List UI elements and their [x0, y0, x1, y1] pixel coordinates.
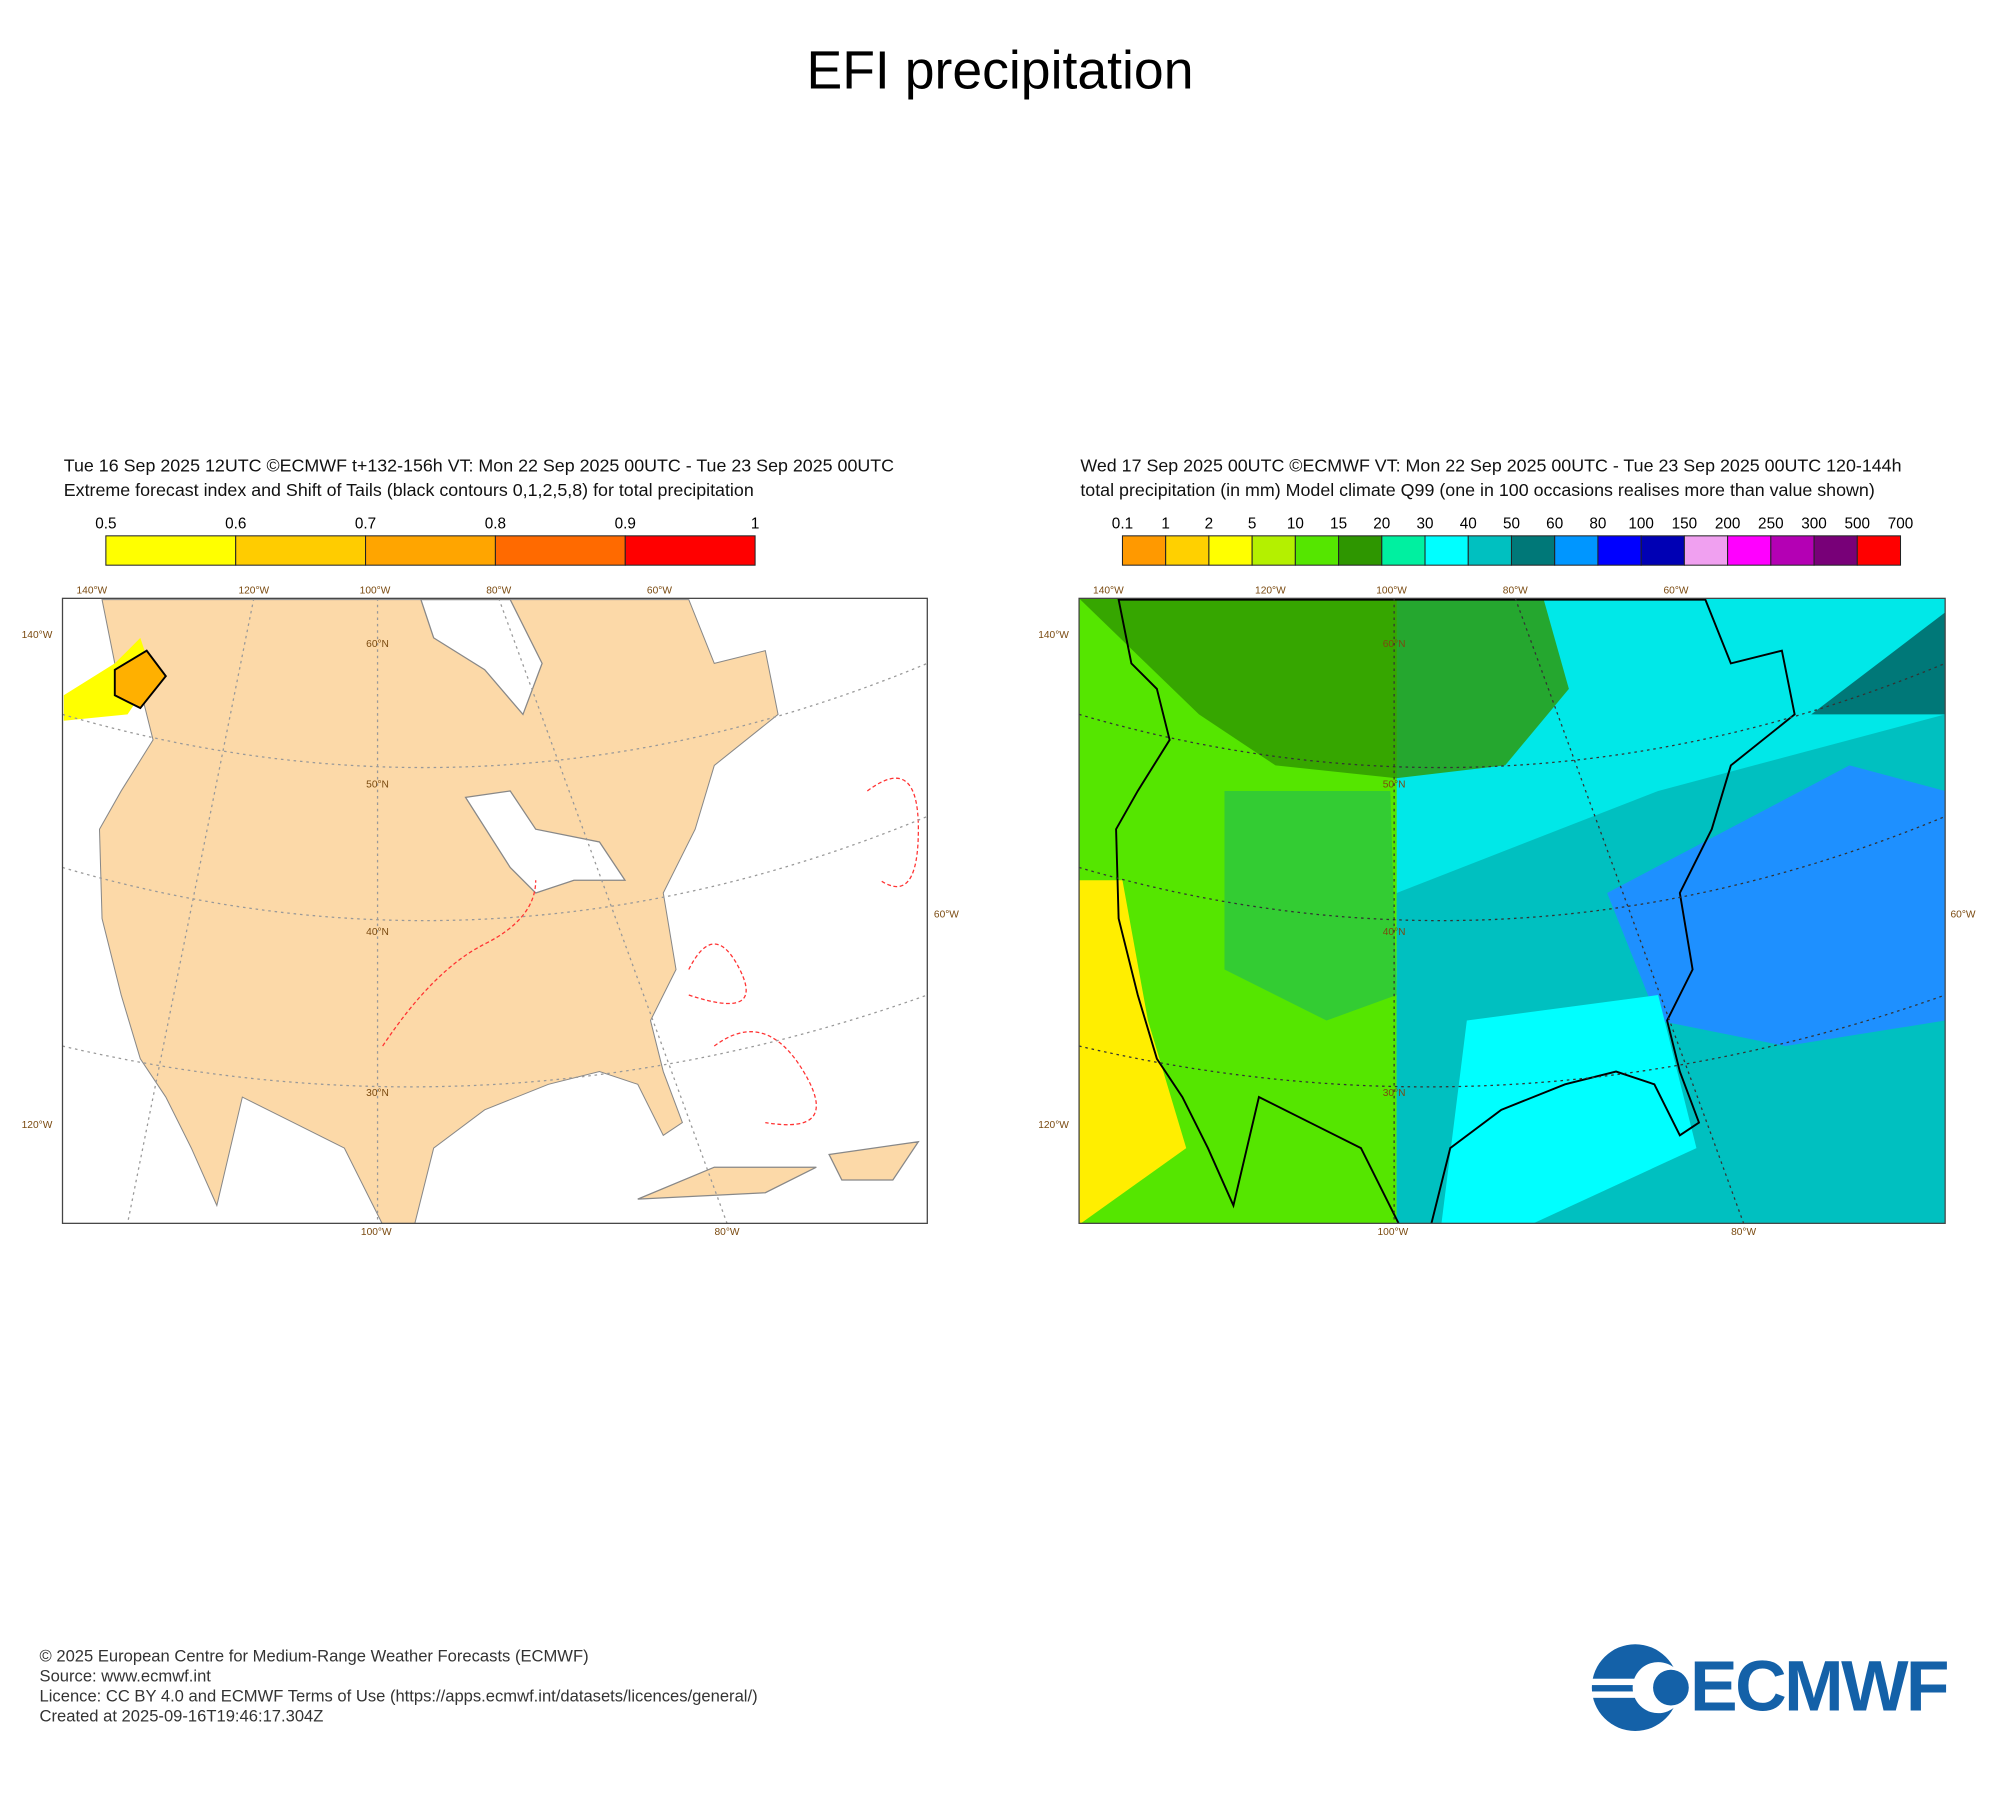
map-coordinate-label: 30°N	[1383, 1088, 1406, 1099]
map-coordinate-label: 140°W	[76, 585, 107, 596]
colorbar-label: 0.6	[225, 515, 246, 532]
colorbar-label: 30	[1417, 515, 1434, 532]
colorbar-label: 1	[1161, 515, 1170, 532]
colorbar-label: 0.9	[615, 515, 636, 532]
map-coordinate-label: 60°W	[647, 585, 672, 596]
map-coordinate-label: 80°W	[1503, 585, 1528, 596]
map-coordinate-label: 120°W	[22, 1120, 53, 1131]
logo-text: ECMWF	[1690, 1646, 1947, 1726]
page-title: EFI precipitation	[806, 41, 1193, 100]
colorbar-swatch	[1467, 535, 1512, 566]
colorbar-swatch	[624, 535, 756, 566]
colorbar-swatch	[1727, 535, 1772, 566]
colorbar-label: 250	[1758, 515, 1784, 532]
map-coordinate-label: 60°N	[1383, 639, 1406, 650]
map-coordinate-label: 60°W	[934, 909, 959, 920]
colorbar-label: 15	[1330, 515, 1347, 532]
footer-line: Licence: CC BY 4.0 and ECMWF Terms of Us…	[40, 1686, 758, 1705]
map-frame	[1078, 597, 1946, 1224]
map-coordinate-label: 80°W	[486, 585, 511, 596]
colorbar-label: 500	[1845, 515, 1871, 532]
map-coordinate-label: 50°N	[1383, 779, 1406, 790]
colorbar-label: 50	[1503, 515, 1520, 532]
colorbar-label: 150	[1672, 515, 1698, 532]
map-coordinate-label: 40°N	[366, 927, 389, 938]
colorbar-swatch	[1640, 535, 1685, 566]
footer-line: © 2025 European Centre for Medium-Range …	[40, 1646, 589, 1665]
map-coordinate-label: 50°N	[366, 779, 389, 790]
colorbar-label: 2	[1205, 515, 1214, 532]
colorbar-swatch	[1683, 535, 1729, 566]
colorbar-swatch	[494, 535, 626, 566]
map-coordinate-label: 30°N	[366, 1088, 389, 1099]
colorbar-swatch	[1294, 535, 1340, 566]
colorbar-swatch	[1208, 535, 1253, 566]
colorbar-label: 0.8	[485, 515, 506, 532]
colorbar-swatch	[1813, 535, 1858, 566]
colorbar-swatch	[105, 535, 237, 566]
colorbar-label: 0.7	[355, 515, 376, 532]
map-coordinate-label: 120°W	[1038, 1120, 1069, 1131]
colorbar-swatch	[235, 535, 367, 566]
panel-header: Wed 17 Sep 2025 00UTC ©ECMWF VT: Mon 22 …	[1080, 456, 1901, 476]
map-coordinate-label: 40°N	[1383, 927, 1406, 938]
map-coordinate-label: 60°W	[1664, 585, 1689, 596]
colorbar-label: 40	[1460, 515, 1477, 532]
panel-header: Tue 16 Sep 2025 12UTC ©ECMWF t+132-156h …	[64, 456, 894, 476]
colorbar-label: 300	[1801, 515, 1827, 532]
colorbar-label: 700	[1888, 515, 1914, 532]
colorbar-swatch	[1381, 535, 1426, 566]
panel-header: total precipitation (in mm) Model climat…	[1080, 480, 1874, 500]
colorbar-label: 200	[1715, 515, 1741, 532]
map-left	[62, 598, 928, 1224]
logo: ECMWF	[1591, 1644, 1950, 1731]
map-coordinate-label: 140°W	[1093, 585, 1124, 596]
colorbar-swatch	[1338, 535, 1383, 566]
colorbar-label: 1	[751, 515, 760, 532]
colorbar-label: 20	[1373, 515, 1390, 532]
colorbar-label: 5	[1248, 515, 1257, 532]
panel-header: Extreme forecast index and Shift of Tail…	[64, 480, 754, 500]
colorbar-swatch	[1856, 535, 1902, 566]
colorbar-label: 100	[1628, 515, 1654, 532]
map-coordinate-label: 140°W	[22, 630, 53, 641]
colorbar-swatch	[1510, 535, 1556, 566]
colorbar-label: 0.1	[1112, 515, 1133, 532]
colorbar-label: 0.5	[95, 515, 116, 532]
map-coordinate-label: 100°W	[1376, 585, 1407, 596]
map-coordinate-label: 100°W	[360, 585, 391, 596]
colorbar-swatch	[1165, 535, 1210, 566]
map-coordinate-label: 120°W	[1255, 585, 1286, 596]
map-coordinate-label: 80°W	[715, 1227, 740, 1238]
map-coordinate-label: 60°W	[1950, 909, 1975, 920]
map-coordinate-label: 120°W	[238, 585, 269, 596]
map-coordinate-label: 140°W	[1038, 630, 1069, 641]
colorbar-label: 60	[1546, 515, 1563, 532]
colorbar-label: 10	[1287, 515, 1304, 532]
colorbar-swatch	[1770, 535, 1815, 566]
footer-line: Source: www.ecmwf.int	[40, 1666, 212, 1685]
map-coordinate-label: 60°N	[366, 639, 389, 650]
map-coordinate-label: 100°W	[1378, 1227, 1409, 1238]
colorbar-label: 80	[1589, 515, 1606, 532]
colorbar-swatch	[1554, 535, 1599, 566]
map-frame	[61, 597, 928, 1224]
colorbar-swatch	[1424, 535, 1469, 566]
map-coordinate-label: 100°W	[361, 1227, 392, 1238]
map-coordinate-label: 80°W	[1731, 1227, 1756, 1238]
colorbar-swatch	[1251, 535, 1296, 566]
footer-line: Created at 2025-09-16T19:46:17.304Z	[40, 1706, 324, 1725]
map-right	[1079, 598, 1946, 1224]
colorbar-swatch	[365, 535, 496, 566]
colorbar-swatch	[1121, 535, 1167, 566]
colorbar-swatch	[1597, 535, 1642, 566]
